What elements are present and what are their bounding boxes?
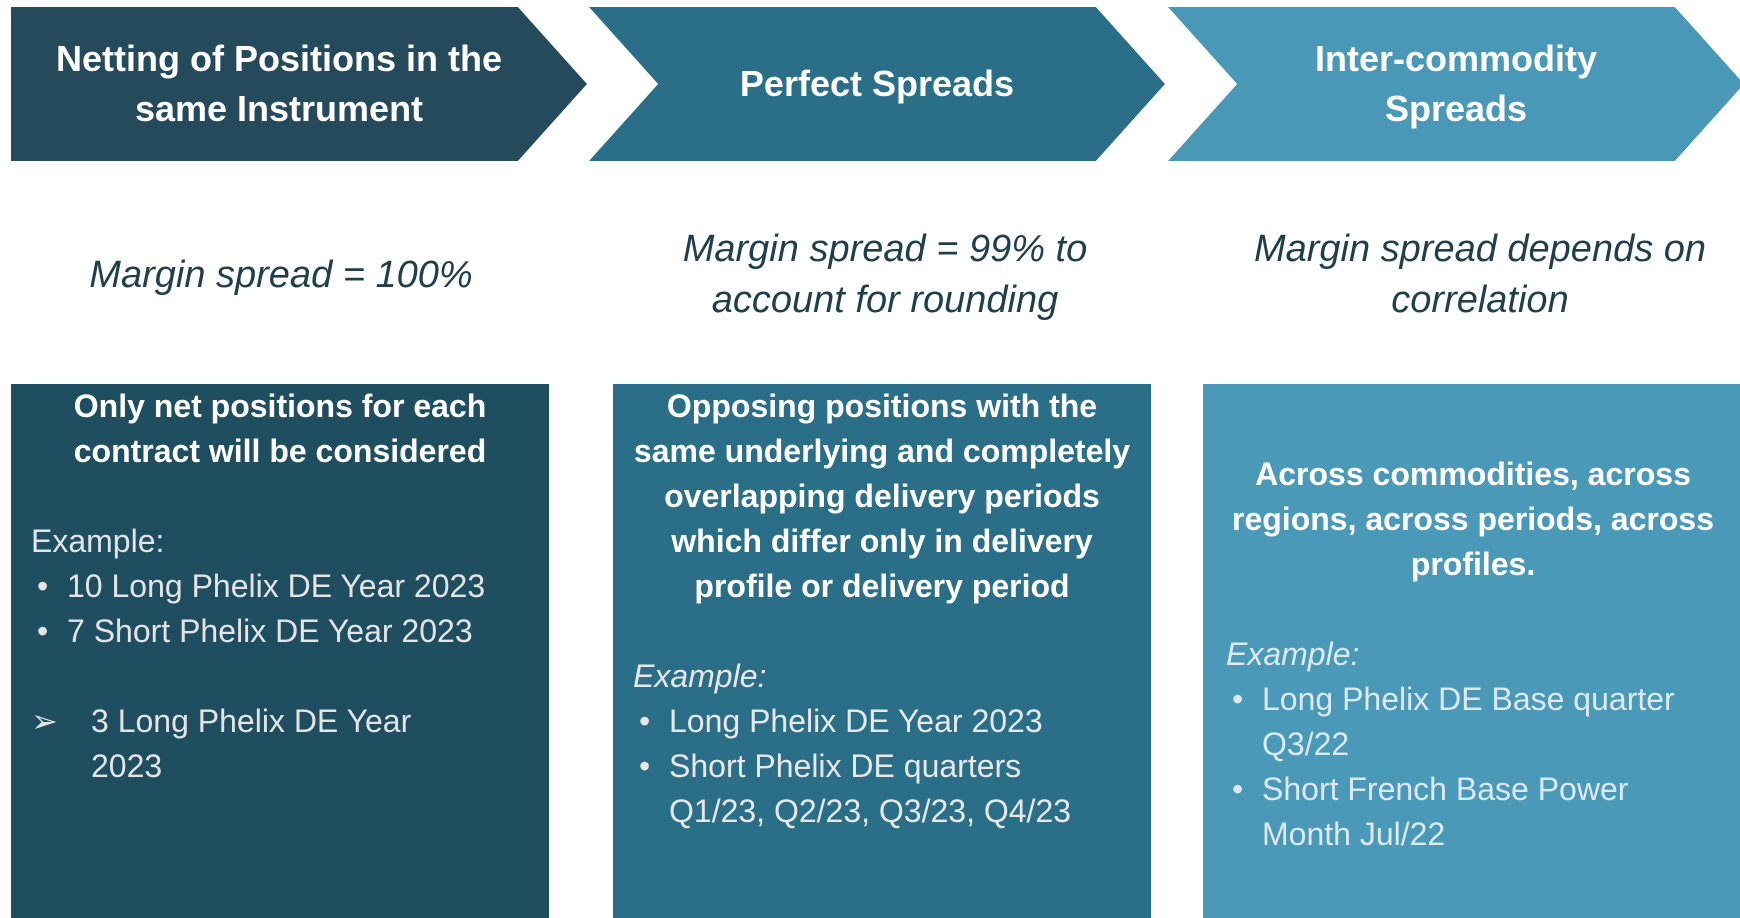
example-label: Example: — [633, 658, 767, 694]
chevron-header: Perfect Spreads — [589, 7, 1165, 161]
chevron-header: Inter-commodity Spreads — [1168, 7, 1740, 161]
bullet: Long Phelix DE Year 2023 — [633, 699, 1091, 744]
bullet: Short French Base Power Month Jul/22 — [1226, 767, 1720, 857]
subtitle: Margin spread = 99% to account for round… — [682, 228, 1088, 321]
example-label: Example: — [1226, 636, 1360, 672]
box: Only net positions for each contract wil… — [11, 384, 549, 918]
box-title: Across commodities, across regions, acro… — [1232, 456, 1714, 582]
box: Opposing positions with the same underly… — [613, 384, 1151, 918]
bullet: 7 Short Phelix DE Year 2023 — [31, 609, 529, 654]
result: 3 Long Phelix DE Year 2023 — [31, 699, 529, 789]
subtitle: Margin spread depends on correlation — [1253, 228, 1707, 321]
box: Across commodities, across regions, acro… — [1203, 384, 1740, 918]
box-title: Opposing positions with the same underly… — [633, 388, 1131, 604]
subtitle: Margin spread = 100% — [89, 253, 473, 296]
example-label: Example: — [31, 523, 165, 559]
chevron-header: Netting of Positions in the same Instrum… — [11, 7, 587, 161]
bullet: Short Phelix DE quarters Q1/23, Q2/23, Q… — [633, 744, 1091, 834]
box-title: Only net positions for each contract wil… — [73, 388, 487, 469]
bullet: 10 Long Phelix DE Year 2023 — [31, 564, 529, 609]
bullet: Long Phelix DE Base quarter Q3/22 — [1226, 677, 1720, 767]
